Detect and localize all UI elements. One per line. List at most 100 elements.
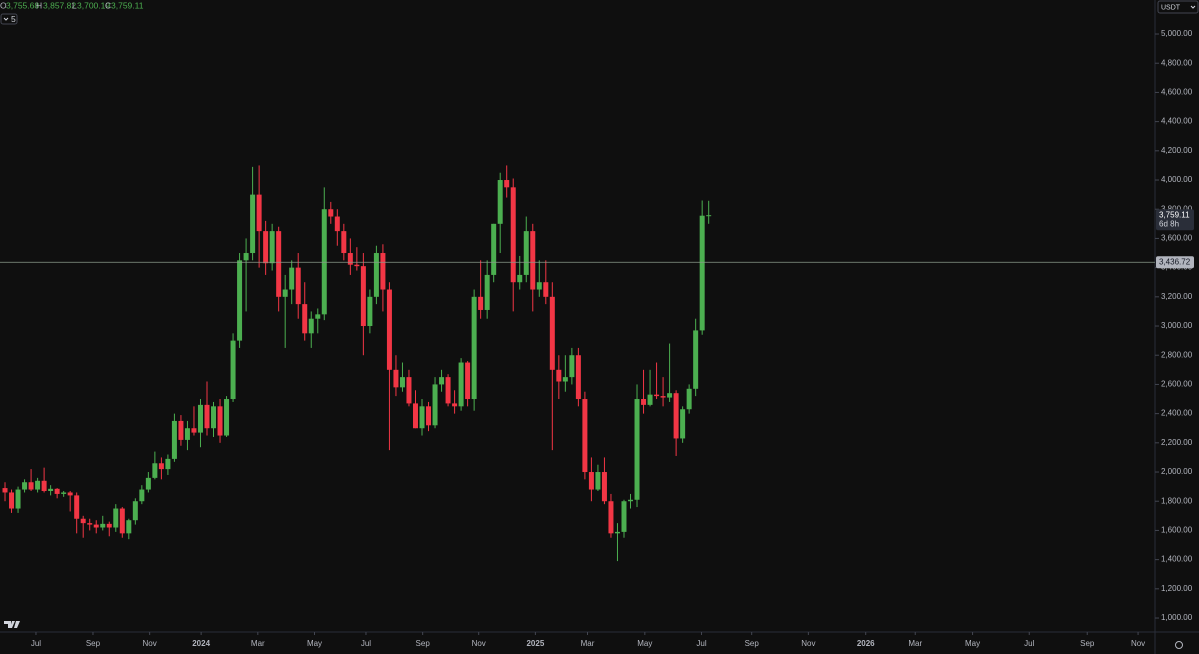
candle-body: [328, 209, 334, 217]
y-tick-label: 4,200.00: [1161, 146, 1193, 155]
candle-body: [706, 215, 712, 217]
toggle-count: 5: [11, 14, 16, 24]
candle-body: [80, 518, 86, 524]
indicators-toggle[interactable]: 5: [0, 13, 18, 25]
candle-body: [406, 377, 412, 404]
x-tick-label: Sep: [745, 639, 760, 648]
candle-body: [634, 399, 640, 500]
candle-body: [601, 472, 607, 502]
legend-value: 3,700.19: [77, 0, 110, 10]
candle-body: [197, 404, 203, 433]
candle-body: [478, 296, 484, 310]
candle-body: [35, 480, 41, 490]
candle-body: [191, 428, 197, 433]
candle-body: [184, 428, 190, 440]
candle-body: [641, 399, 647, 405]
candle-body: [523, 231, 529, 275]
candle-body: [321, 209, 327, 315]
candle-body: [497, 180, 503, 224]
select-box[interactable]: [1157, 0, 1199, 14]
x-tick-label: 2024: [192, 639, 210, 648]
candle-body: [452, 403, 458, 407]
candle-body: [334, 216, 340, 232]
y-tick-label: 1,600.00: [1161, 526, 1193, 535]
candle-body: [158, 463, 164, 470]
y-tick-label: 3,800.00: [1161, 204, 1193, 213]
candle-body: [621, 501, 627, 532]
candle-body: [673, 393, 679, 439]
x-tick-label: Mar: [581, 639, 595, 648]
candle-body: [15, 489, 21, 509]
legend-value: 3,857.82: [43, 0, 76, 10]
candle-body: [54, 488, 60, 494]
candle-body: [699, 215, 705, 331]
candle-body: [471, 296, 477, 400]
candle-body: [595, 472, 601, 490]
candle-body: [628, 499, 634, 502]
candle-body: [237, 260, 243, 341]
candle-body: [217, 406, 223, 436]
candle-body: [230, 340, 236, 400]
ohlc-legend: O 3,755.68 H 3,857.82 L 3,700.19 C 3,759…: [0, 0, 144, 10]
y-tick-label: 1,200.00: [1161, 584, 1193, 593]
candle-body: [608, 501, 614, 534]
legend-key: L: [72, 0, 77, 10]
candle-body: [654, 394, 660, 397]
y-tick-label: 3,000.00: [1161, 321, 1193, 330]
y-tick-label: 4,600.00: [1161, 88, 1193, 97]
candle-body: [569, 355, 575, 378]
candle-body: [693, 330, 699, 389]
candle-body: [171, 420, 177, 459]
y-tick-label: 2,400.00: [1161, 409, 1193, 418]
candle-body: [9, 492, 15, 509]
y-tick-label: 4,800.00: [1161, 58, 1193, 67]
candle-body: [491, 223, 497, 275]
candle-body: [74, 495, 80, 519]
settings-icon[interactable]: [1175, 641, 1183, 649]
legend-value: 3,755.68: [6, 0, 39, 10]
candle-body: [341, 231, 347, 254]
toggle-box[interactable]: [0, 13, 18, 25]
candle-body: [2, 488, 8, 493]
candle-body: [426, 406, 432, 426]
candle-body: [250, 194, 256, 254]
candle-body: [113, 508, 119, 528]
x-tick-label: Nov: [801, 639, 815, 648]
candle-body: [308, 318, 314, 334]
x-tick-label: Sep: [1080, 639, 1095, 648]
y-tick-label: 4,000.00: [1161, 175, 1193, 184]
gear[interactable]: [1175, 641, 1183, 649]
x-tick-label: Jul: [31, 639, 41, 648]
y-tick-label: 4,400.00: [1161, 117, 1193, 126]
candle-body: [614, 531, 620, 534]
x-tick-label: Nov: [472, 639, 486, 648]
candle-body: [289, 267, 295, 290]
x-tick-label: Mar: [908, 639, 922, 648]
candle-body: [660, 396, 666, 398]
x-tick-label: Sep: [416, 639, 431, 648]
countdown: 6d 8h: [1159, 219, 1179, 228]
candle-body: [302, 304, 308, 334]
last-price-tag: [1156, 209, 1194, 231]
x-tick-label: 2026: [857, 639, 875, 648]
y-tick-label: 1,800.00: [1161, 496, 1193, 505]
candle-body: [41, 480, 47, 492]
x-tick-label: Mar: [251, 639, 265, 648]
price-line-label: 3,436.72: [1159, 257, 1191, 266]
candle-body: [588, 472, 594, 490]
candle-body: [647, 394, 653, 405]
legend-key: H: [36, 0, 42, 10]
candle-body: [393, 369, 399, 388]
candle-body: [412, 403, 418, 429]
candle-body: [465, 362, 471, 400]
candles: [2, 165, 712, 562]
x-tick-label: Jul: [696, 639, 706, 648]
candle-body: [211, 406, 217, 429]
last-price-label: 3,759.11: [1159, 210, 1190, 219]
y-tick-label: 3,600.00: [1161, 234, 1193, 243]
x-tick-label: Jul: [361, 639, 371, 648]
candle-body: [543, 282, 549, 297]
currency-select[interactable]: USDT: [1157, 0, 1199, 14]
candle-body: [556, 369, 562, 382]
